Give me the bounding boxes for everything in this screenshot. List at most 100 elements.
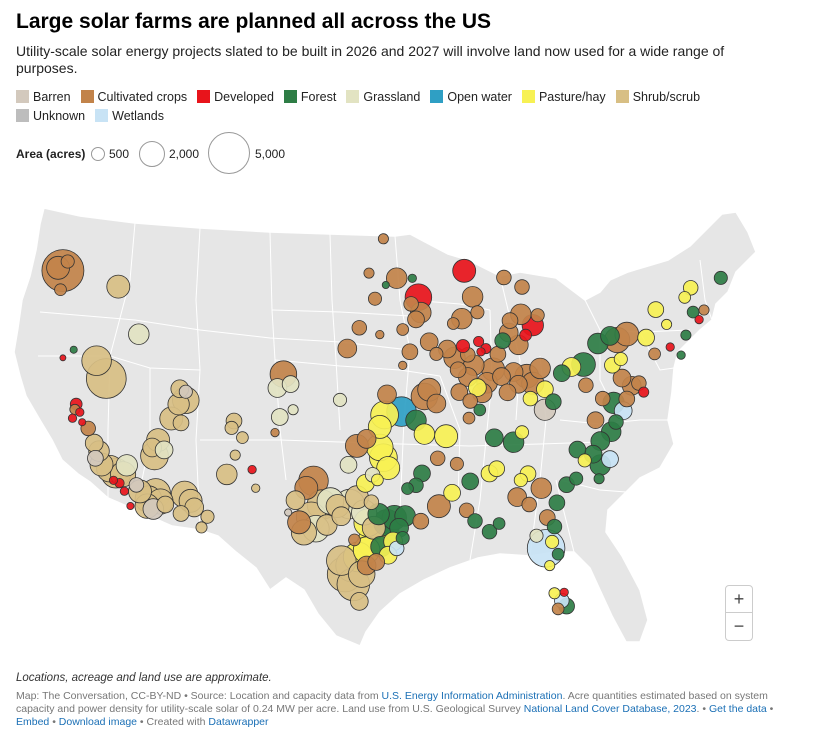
project-circle[interactable]	[577, 453, 592, 468]
project-circle[interactable]	[492, 517, 506, 530]
project-circle[interactable]	[331, 506, 352, 527]
project-circle[interactable]	[637, 328, 655, 347]
project-circle[interactable]	[698, 304, 710, 316]
project-circle[interactable]	[446, 317, 460, 330]
project-circle[interactable]	[377, 384, 397, 405]
project-circle[interactable]	[349, 592, 369, 611]
project-circle[interactable]	[476, 347, 486, 357]
zoom-out-button[interactable]: −	[725, 613, 753, 641]
project-circle[interactable]	[84, 433, 104, 453]
project-circle[interactable]	[530, 308, 545, 323]
project-circle[interactable]	[496, 269, 512, 286]
project-circle[interactable]	[108, 475, 119, 485]
project-circle[interactable]	[285, 490, 306, 511]
project-circle[interactable]	[647, 301, 665, 318]
project-circle[interactable]	[443, 483, 461, 502]
project-circle[interactable]	[224, 420, 239, 435]
project-circle[interactable]	[498, 383, 517, 402]
project-circle[interactable]	[449, 456, 464, 471]
project-circle[interactable]	[548, 587, 561, 600]
project-circle[interactable]	[229, 449, 241, 461]
project-circle[interactable]	[396, 323, 410, 336]
nlcd-link[interactable]: National Land Cover Database, 2023	[523, 703, 697, 715]
project-circle[interactable]	[172, 414, 190, 432]
project-circle[interactable]	[552, 364, 571, 383]
project-circle[interactable]	[529, 357, 551, 380]
project-circle[interactable]	[494, 332, 512, 350]
eia-link[interactable]: U.S. Energy Information Administration	[381, 690, 563, 702]
project-circle[interactable]	[386, 267, 408, 289]
project-circle[interactable]	[337, 338, 358, 359]
project-circle[interactable]	[467, 513, 483, 529]
project-circle[interactable]	[462, 393, 478, 409]
project-circle[interactable]	[401, 482, 414, 495]
project-circle[interactable]	[60, 254, 75, 269]
project-circle[interactable]	[680, 329, 692, 341]
project-circle[interactable]	[59, 354, 67, 362]
project-circle[interactable]	[470, 305, 485, 320]
project-circle[interactable]	[154, 440, 174, 460]
project-circle[interactable]	[172, 505, 190, 522]
project-circle[interactable]	[367, 291, 382, 306]
project-circle[interactable]	[426, 393, 447, 414]
project-circle[interactable]	[54, 283, 67, 296]
project-circle[interactable]	[403, 296, 419, 312]
project-circle[interactable]	[473, 403, 487, 417]
project-circle[interactable]	[119, 486, 130, 496]
project-circle[interactable]	[332, 392, 347, 407]
project-circle[interactable]	[69, 345, 78, 354]
project-circle[interactable]	[376, 456, 401, 480]
project-circle[interactable]	[501, 312, 519, 329]
embed-link[interactable]: Embed	[16, 716, 50, 728]
project-circle[interactable]	[81, 345, 112, 376]
project-circle[interactable]	[481, 524, 498, 540]
project-circle[interactable]	[578, 377, 594, 393]
project-circle[interactable]	[371, 473, 384, 487]
project-circle[interactable]	[676, 350, 686, 360]
project-circle[interactable]	[458, 502, 475, 519]
project-circle[interactable]	[551, 547, 565, 561]
project-circle[interactable]	[67, 413, 78, 423]
project-circle[interactable]	[601, 450, 619, 468]
project-circle[interactable]	[519, 328, 532, 342]
project-circle[interactable]	[569, 471, 584, 486]
project-circle[interactable]	[287, 510, 312, 535]
project-circle[interactable]	[514, 279, 530, 295]
project-circle[interactable]	[115, 454, 138, 477]
project-circle[interactable]	[678, 291, 691, 304]
project-circle[interactable]	[529, 528, 544, 543]
project-circle[interactable]	[618, 390, 636, 408]
project-circle[interactable]	[178, 384, 193, 399]
project-circle[interactable]	[75, 407, 85, 417]
us-map[interactable]	[0, 180, 822, 660]
project-circle[interactable]	[468, 378, 487, 397]
project-circle[interactable]	[613, 352, 628, 367]
project-circle[interactable]	[608, 414, 624, 430]
project-circle[interactable]	[648, 347, 661, 361]
project-circle[interactable]	[544, 393, 562, 411]
project-circle[interactable]	[339, 455, 358, 474]
project-circle[interactable]	[600, 326, 620, 346]
project-circle[interactable]	[536, 380, 554, 399]
project-circle[interactable]	[281, 375, 300, 393]
project-circle[interactable]	[461, 472, 480, 491]
project-circle[interactable]	[395, 531, 410, 546]
project-circle[interactable]	[348, 533, 361, 547]
project-circle[interactable]	[548, 494, 566, 512]
project-circle[interactable]	[473, 335, 485, 347]
project-circle[interactable]	[488, 460, 506, 478]
project-circle[interactable]	[270, 408, 289, 426]
project-circle[interactable]	[515, 425, 530, 440]
project-circle[interactable]	[216, 463, 238, 486]
project-circle[interactable]	[559, 587, 569, 597]
project-circle[interactable]	[356, 429, 377, 449]
project-circle[interactable]	[381, 281, 390, 290]
project-circle[interactable]	[507, 487, 528, 507]
project-circle[interactable]	[287, 404, 299, 416]
project-circle[interactable]	[200, 509, 215, 524]
project-circle[interactable]	[284, 508, 293, 517]
project-circle[interactable]	[450, 383, 469, 401]
project-circle[interactable]	[128, 323, 150, 345]
project-circle[interactable]	[363, 494, 380, 510]
project-circle[interactable]	[612, 368, 632, 388]
